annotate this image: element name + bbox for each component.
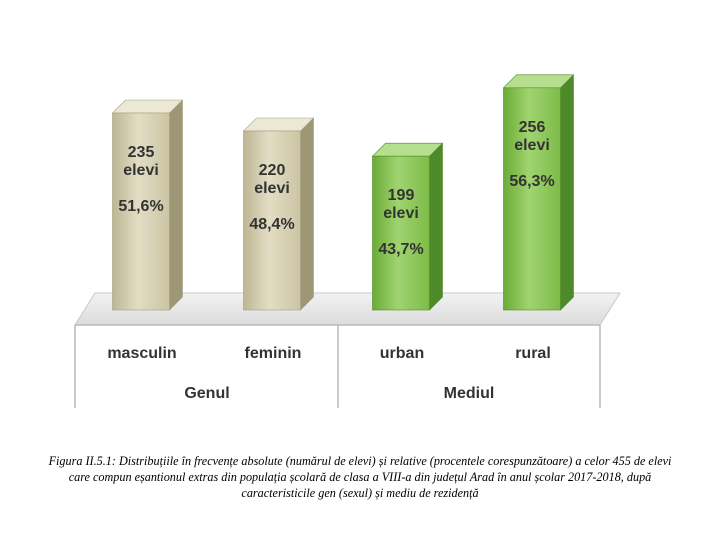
bar-feminin-side bbox=[300, 117, 314, 311]
bar-masculin-unit-label: elevi bbox=[123, 162, 159, 179]
category-label-urban: urban bbox=[380, 345, 424, 362]
bar-rural-percent-label: 56,3% bbox=[509, 173, 554, 190]
bar-masculin-front bbox=[112, 112, 170, 311]
bar-urban-percent-label: 43,7% bbox=[378, 241, 423, 258]
bar-masculin-side bbox=[169, 99, 183, 311]
figure-caption: Figura II.5.1: Distribuțiile în frecvenț… bbox=[48, 454, 672, 500]
category-label-feminin: feminin bbox=[245, 345, 302, 362]
bars-layer: 235elevi51,6%220elevi48,4%199elevi43,7%2… bbox=[111, 74, 575, 311]
bar-urban-front bbox=[372, 155, 430, 311]
bar-rural-front bbox=[503, 87, 561, 311]
bar-feminin-front bbox=[243, 130, 301, 311]
bar-chart: 235elevi51,6%220elevi48,4%199elevi43,7%2… bbox=[74, 74, 621, 408]
bar-rural-count-label: 256 bbox=[519, 119, 546, 136]
bar-urban-count-label: 199 bbox=[388, 187, 415, 204]
bar-masculin-percent-label: 51,6% bbox=[118, 198, 163, 215]
bar-feminin-percent-label: 48,4% bbox=[249, 216, 294, 233]
bar-rural-side bbox=[560, 74, 574, 311]
group-label-genul: Genul bbox=[184, 385, 229, 402]
category-table: masculin feminin urban rural Genul Mediul bbox=[74, 324, 601, 408]
group-label-mediul: Mediul bbox=[444, 385, 495, 402]
bar-urban-side bbox=[429, 142, 443, 311]
bar-feminin-unit-label: elevi bbox=[254, 180, 290, 197]
bar-feminin-count-label: 220 bbox=[259, 162, 286, 179]
category-label-masculin: masculin bbox=[107, 345, 176, 362]
bar-urban-unit-label: elevi bbox=[383, 205, 419, 222]
bar-masculin-count-label: 235 bbox=[128, 144, 155, 161]
category-label-rural: rural bbox=[515, 345, 551, 362]
bar-rural-unit-label: elevi bbox=[514, 137, 550, 154]
